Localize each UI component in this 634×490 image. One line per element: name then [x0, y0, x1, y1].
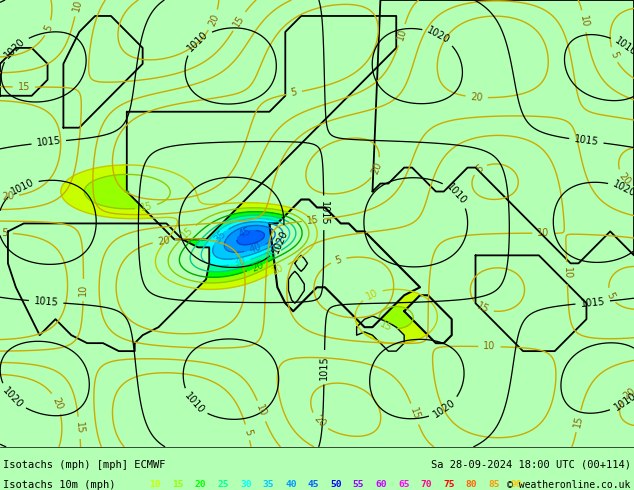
Text: 20: 20 — [50, 395, 64, 411]
Text: 15: 15 — [139, 201, 153, 213]
Polygon shape — [63, 16, 143, 128]
Text: 20: 20 — [207, 12, 221, 28]
Text: 20: 20 — [370, 160, 384, 175]
Text: 5: 5 — [334, 254, 343, 266]
Text: 1020: 1020 — [3, 36, 27, 60]
Text: 90: 90 — [511, 480, 522, 490]
Text: 50: 50 — [330, 480, 342, 490]
Text: 30: 30 — [233, 256, 247, 269]
Text: 70: 70 — [420, 480, 432, 490]
Polygon shape — [295, 255, 307, 271]
Text: 1020: 1020 — [0, 385, 24, 410]
Text: 40: 40 — [285, 480, 297, 490]
Text: 5: 5 — [608, 50, 619, 60]
Text: 10: 10 — [365, 287, 380, 302]
Text: 10: 10 — [537, 228, 550, 238]
Text: 20: 20 — [250, 260, 265, 273]
Text: 1010: 1010 — [613, 35, 634, 57]
Text: 60: 60 — [375, 480, 387, 490]
Text: 65: 65 — [398, 480, 410, 490]
Text: Isotachs (mph) [mph] ECMWF: Isotachs (mph) [mph] ECMWF — [3, 460, 165, 470]
Text: 10: 10 — [78, 284, 89, 296]
Text: 1010: 1010 — [444, 181, 469, 206]
Text: 15: 15 — [408, 406, 422, 421]
Text: 75: 75 — [443, 480, 455, 490]
Polygon shape — [373, 0, 634, 263]
Text: 10: 10 — [254, 403, 268, 418]
Text: 45: 45 — [237, 225, 252, 240]
Polygon shape — [288, 271, 304, 303]
Text: Isotachs 10m (mph): Isotachs 10m (mph) — [3, 480, 115, 490]
Polygon shape — [476, 255, 586, 351]
Text: 55: 55 — [353, 480, 365, 490]
Text: 80: 80 — [466, 480, 477, 490]
Text: 25: 25 — [263, 248, 279, 263]
Text: 1015: 1015 — [580, 296, 605, 309]
Text: © weatheronline.co.uk: © weatheronline.co.uk — [507, 480, 631, 490]
Text: 10: 10 — [395, 27, 408, 42]
Text: 20: 20 — [621, 386, 634, 401]
Text: 5: 5 — [474, 163, 486, 175]
Text: 1010: 1010 — [185, 29, 210, 53]
Text: 5: 5 — [242, 428, 253, 437]
Text: 20: 20 — [617, 171, 632, 187]
Text: 20: 20 — [157, 235, 171, 246]
Polygon shape — [127, 16, 396, 240]
Text: 10: 10 — [578, 14, 590, 28]
Text: 15: 15 — [231, 13, 247, 29]
Text: 15: 15 — [306, 215, 320, 226]
Text: 15: 15 — [476, 301, 491, 316]
Text: 15: 15 — [172, 480, 184, 490]
Text: 5: 5 — [42, 24, 54, 33]
Text: 30: 30 — [240, 480, 252, 490]
Text: 10: 10 — [270, 263, 286, 277]
Polygon shape — [8, 223, 209, 351]
Text: 1020: 1020 — [611, 179, 634, 199]
Polygon shape — [404, 295, 451, 343]
Text: 10: 10 — [150, 480, 161, 490]
Text: 15: 15 — [18, 82, 30, 92]
Text: 1015: 1015 — [319, 355, 330, 380]
Text: 15: 15 — [378, 319, 394, 334]
Text: 1020: 1020 — [271, 229, 290, 255]
Text: 15: 15 — [179, 225, 195, 241]
Text: 35: 35 — [212, 228, 228, 244]
Text: 20: 20 — [311, 414, 327, 430]
Text: 5: 5 — [605, 291, 616, 301]
Polygon shape — [269, 199, 420, 327]
Text: 45: 45 — [307, 480, 319, 490]
Text: 5: 5 — [290, 87, 298, 98]
Text: 1020: 1020 — [432, 398, 458, 420]
Text: 1015: 1015 — [319, 200, 329, 225]
Text: 10: 10 — [483, 342, 496, 352]
Text: 1015: 1015 — [36, 136, 61, 148]
Polygon shape — [0, 399, 634, 447]
Text: 20: 20 — [1, 191, 15, 202]
Text: 5: 5 — [1, 228, 8, 238]
Text: Sa 28-09-2024 18:00 UTC (00+114): Sa 28-09-2024 18:00 UTC (00+114) — [431, 460, 631, 470]
Text: 1015: 1015 — [34, 296, 59, 308]
Text: 35: 35 — [262, 480, 274, 490]
Text: 15: 15 — [573, 414, 585, 428]
Text: 40: 40 — [248, 242, 262, 255]
Text: 1010: 1010 — [182, 391, 205, 416]
Polygon shape — [0, 48, 48, 96]
Text: 15: 15 — [74, 421, 85, 435]
Text: 85: 85 — [488, 480, 500, 490]
Text: 20: 20 — [470, 92, 483, 103]
Text: 1010: 1010 — [9, 177, 36, 196]
Text: 25: 25 — [217, 480, 229, 490]
Text: 1015: 1015 — [574, 134, 599, 147]
Text: 1010: 1010 — [612, 391, 634, 413]
Text: 10: 10 — [71, 0, 84, 13]
Text: 1020: 1020 — [425, 25, 452, 46]
Text: 20: 20 — [195, 480, 206, 490]
Text: 10: 10 — [562, 267, 573, 280]
Polygon shape — [356, 316, 404, 351]
